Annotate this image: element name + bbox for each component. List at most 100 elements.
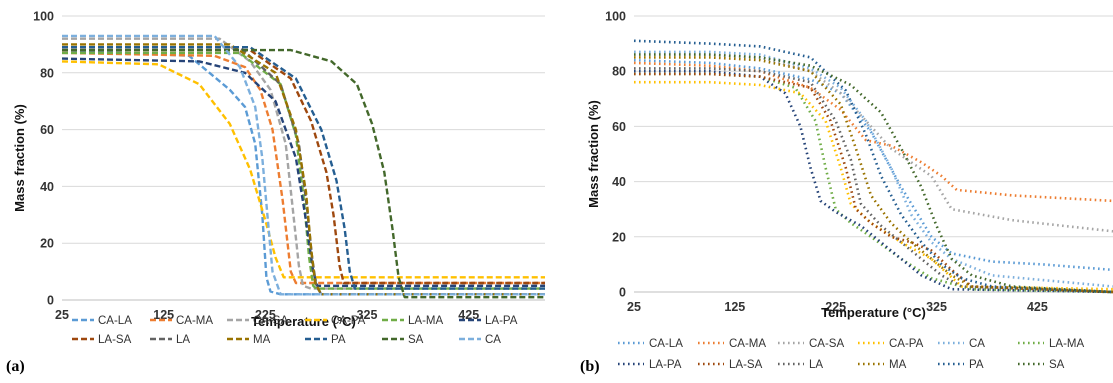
legend-label: CA-PA xyxy=(331,315,366,327)
legend-item-ma: MA xyxy=(858,359,907,371)
y-tick-label: 20 xyxy=(612,230,626,244)
series-line-ca-pa xyxy=(634,80,1113,291)
series-line-la-ma xyxy=(634,72,1113,294)
legend-label: LA xyxy=(809,359,823,371)
legend-label: LA-MA xyxy=(408,315,443,327)
series-line-sa xyxy=(62,48,545,299)
x-tick-label: 425 xyxy=(1027,300,1048,314)
y-tick-label: 20 xyxy=(40,237,54,251)
series-line-ma xyxy=(62,43,545,296)
series-line-ca xyxy=(634,50,1113,288)
legend-item-la: LA xyxy=(150,334,190,346)
y-axis-title: Mass fraction (%) xyxy=(586,100,601,208)
legend-item-la-ma: LA-MA xyxy=(1018,338,1084,350)
series-line-ca-ma xyxy=(633,61,1113,203)
legend-label: CA-MA xyxy=(729,338,766,350)
legend-item-la: LA xyxy=(778,359,823,371)
legend-item-ca-pa: CA-PA xyxy=(858,338,924,350)
y-tick-label: 60 xyxy=(612,120,626,134)
x-tick-label: 225 xyxy=(825,300,846,314)
panel-a-mass-fraction-chart: 0 20 40 60 80 100 25 125 225 325 425 Temperature (°… xyxy=(6,10,545,375)
legend-label: CA-PA xyxy=(889,338,924,350)
legend-label: CA xyxy=(485,334,501,346)
legend-label: SA xyxy=(1049,359,1065,371)
x-tick-label: 125 xyxy=(724,300,745,314)
series-line-la-ma xyxy=(62,51,545,290)
legend-label: LA xyxy=(176,334,190,346)
series-line-la-pa xyxy=(61,57,545,287)
y-axis-title: Mass fraction (%) xyxy=(12,104,27,212)
x-tick-label: 325 xyxy=(357,308,378,322)
legend-label: SA xyxy=(408,334,424,346)
x-tick-label: 225 xyxy=(255,308,276,322)
y-tick-label: 0 xyxy=(47,294,54,308)
legend-item-la-sa: LA-SA xyxy=(698,359,763,371)
series-line-pa xyxy=(633,39,1113,294)
legend-item-ca-ma: CA-MA xyxy=(698,338,766,350)
y-tick-label: 100 xyxy=(33,10,54,24)
legend-label: LA-PA xyxy=(649,359,682,371)
legend-item-la-pa: LA-PA xyxy=(618,359,682,371)
legend-item-pa: PA xyxy=(938,359,984,371)
x-tick-label: 425 xyxy=(458,308,479,322)
legend-item-la-pa: LA-PA xyxy=(459,315,518,327)
legend-item-pa: PA xyxy=(305,334,346,346)
legend-item-sa: SA xyxy=(382,334,424,346)
legend-item-ca-pa: CA-PA xyxy=(305,315,366,327)
legend-label: MA xyxy=(253,334,271,346)
legend-label: CA-LA xyxy=(98,315,132,327)
panel-label: (b) xyxy=(580,358,600,375)
y-tick-label: 80 xyxy=(40,66,54,80)
y-tick-label: 40 xyxy=(40,180,54,194)
legend-item-ma: MA xyxy=(227,334,271,346)
legend-label: MA xyxy=(889,359,907,371)
legend-label: CA-SA xyxy=(809,338,844,350)
legend-item-ca-sa: CA-SA xyxy=(778,338,844,350)
legend-label: LA-PA xyxy=(485,315,518,327)
series-line-ca-pa xyxy=(61,60,545,279)
legend-item-la-sa: LA-SA xyxy=(72,334,132,346)
legend-label: LA-SA xyxy=(729,359,763,371)
panel-label: (a) xyxy=(6,358,25,375)
legend-item-ca-la: CA-LA xyxy=(618,338,683,350)
y-tick-label: 40 xyxy=(612,175,626,189)
series-line-la xyxy=(62,46,545,296)
series-line-ca-ma xyxy=(61,51,545,285)
series-line-la-sa xyxy=(62,48,545,285)
legend-item-ca-ma: CA-MA xyxy=(150,315,213,327)
legend-item-sa: SA xyxy=(1018,359,1065,371)
y-tick-label: 0 xyxy=(619,286,626,300)
series-line-la xyxy=(634,67,1113,294)
x-tick-label: 25 xyxy=(55,308,69,322)
series-line-ca-sa xyxy=(633,50,1113,233)
legend-label: PA xyxy=(331,334,346,346)
x-tick-label: 125 xyxy=(153,308,174,322)
y-tick-label: 100 xyxy=(605,10,626,24)
legend-label: CA xyxy=(969,338,985,350)
series-line-sa xyxy=(634,53,1113,294)
x-tick-label: 25 xyxy=(627,300,641,314)
series-line-ma xyxy=(634,56,1113,294)
legend-label: CA-SA xyxy=(253,315,288,327)
x-tick-label: 325 xyxy=(926,300,947,314)
legend-item-ca-sa: CA-SA xyxy=(227,315,288,327)
panel-b-mass-fraction-chart: 0 20 40 60 80 100 25 125 225 325 425 Temperature (°… xyxy=(580,10,1113,375)
legend-item-la-ma: LA-MA xyxy=(382,315,443,327)
legend-label: CA-LA xyxy=(649,338,683,350)
series-line-la-sa xyxy=(634,72,1113,294)
legend-item-ca: CA xyxy=(938,338,985,350)
x-axis-title: Temperature (°C) xyxy=(251,314,356,329)
legend-label: CA-MA xyxy=(176,315,213,327)
legend-label: LA-SA xyxy=(98,334,132,346)
y-tick-label: 60 xyxy=(40,123,54,137)
series-line-pa xyxy=(62,46,545,290)
legend-item-ca: CA xyxy=(459,334,501,346)
x-axis-title: Temperature (°C) xyxy=(821,305,926,320)
series-line-ca xyxy=(62,34,545,296)
legend-item-ca-la: CA-LA xyxy=(72,315,132,327)
y-tick-label: 80 xyxy=(612,65,626,79)
legend-label: PA xyxy=(969,359,984,371)
series-line-ca-la xyxy=(61,48,545,296)
series-line-ca-sa xyxy=(62,37,545,290)
